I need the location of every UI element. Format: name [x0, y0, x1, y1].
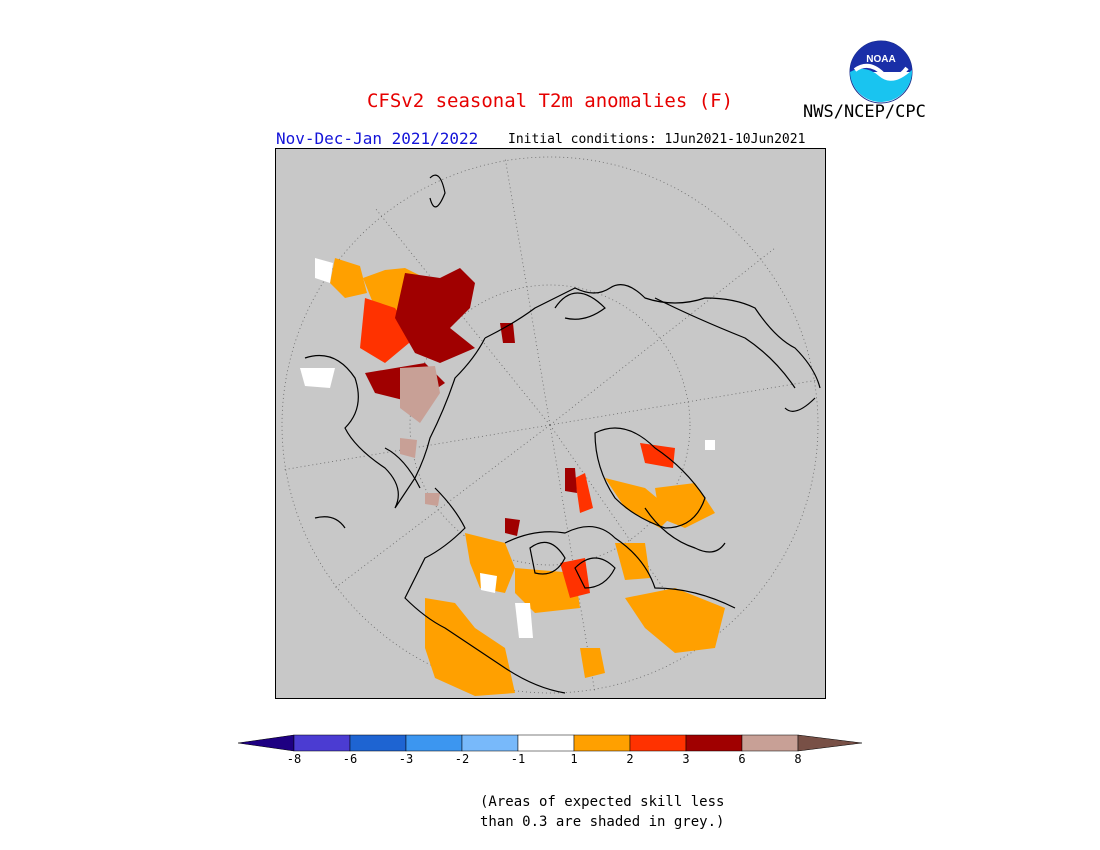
skill-note-line2: than 0.3 are shaded in grey.) — [480, 814, 725, 830]
colorbar-tick-label: -2 — [454, 752, 470, 766]
svg-text:NOAA: NOAA — [866, 54, 895, 65]
coastlines — [304, 174, 821, 694]
map-background — [275, 148, 826, 699]
colorbar-cell — [629, 734, 687, 752]
season-label: Nov-Dec-Jan 2021/2022 — [276, 129, 479, 148]
colorbar-cell — [517, 734, 575, 752]
anomaly-shading — [300, 258, 725, 696]
colorbar-arrow-high — [797, 734, 862, 752]
colorbar — [238, 734, 862, 752]
colorbar-tick-label: 8 — [794, 752, 802, 766]
colorbar-cell — [293, 734, 351, 752]
initial-conditions-label: Initial conditions: 1Jun2021-10Jun2021 — [508, 132, 806, 147]
colorbar-tick-label: 1 — [570, 752, 578, 766]
colorbar-cell — [349, 734, 407, 752]
colorbar-cell — [573, 734, 631, 752]
skill-note: (Areas of expected skill less than 0.3 a… — [480, 792, 724, 832]
colorbar-tick-label: 6 — [738, 752, 746, 766]
colorbar-cell — [741, 734, 799, 752]
colorbar-tick-label: 3 — [682, 752, 690, 766]
colorbar-cell — [405, 734, 463, 752]
map-title: CFSv2 seasonal T2m anomalies (F) — [366, 90, 734, 112]
colorbar-arrow-low — [238, 734, 295, 752]
noaa-logo: NOAA — [849, 40, 913, 104]
agency-label: NWS/NCEP/CPC — [803, 102, 926, 122]
map-graticule — [281, 156, 819, 694]
colorbar-tick-label: 2 — [626, 752, 634, 766]
skill-note-line1: (Areas of expected skill less — [480, 794, 725, 810]
colorbar-tick-label: -1 — [510, 752, 526, 766]
colorbar-tick-label: -6 — [342, 752, 358, 766]
colorbar-tick-label: -8 — [286, 752, 302, 766]
colorbar-tick-label: -3 — [398, 752, 414, 766]
colorbar-cell — [461, 734, 519, 752]
colorbar-cell — [685, 734, 743, 752]
polar-map — [275, 148, 826, 699]
